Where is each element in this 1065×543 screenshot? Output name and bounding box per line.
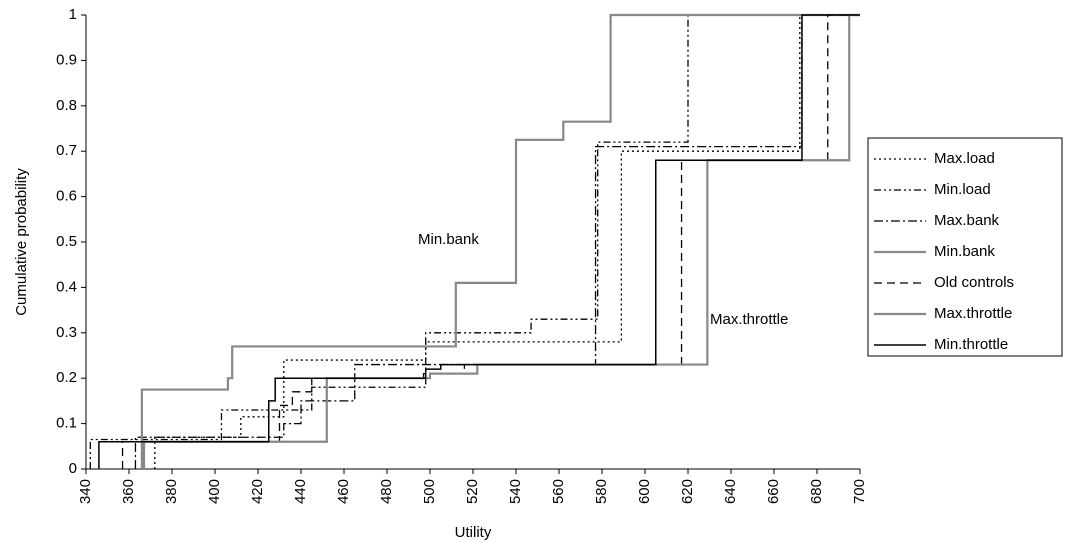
annotation: Min.bank: [418, 231, 479, 248]
x-tick-label: 500: [421, 479, 438, 504]
legend-label: Max.bank: [934, 212, 1000, 229]
y-tick-label: 1: [69, 6, 77, 23]
x-tick-label: 660: [765, 479, 782, 504]
y-tick-label: 0.7: [56, 142, 77, 159]
y-tick-label: 0: [69, 460, 77, 477]
series-line: [98, 14, 860, 469]
y-tick-label: 0.2: [56, 369, 77, 386]
series-line: [89, 14, 860, 469]
series-line: [134, 14, 860, 469]
y-tick-label: 0.1: [56, 415, 77, 432]
x-tick-label: 700: [851, 479, 868, 504]
legend-label: Max.throttle: [934, 305, 1012, 322]
series-line: [121, 14, 860, 469]
x-tick-label: 360: [120, 479, 137, 504]
x-tick-label: 680: [808, 479, 825, 504]
x-tick-label: 420: [249, 479, 266, 504]
legend-label: Min.bank: [934, 243, 995, 260]
y-tick-label: 0.8: [56, 97, 77, 114]
series-line: [142, 13, 860, 469]
x-tick-label: 400: [206, 479, 223, 504]
y-tick-label: 0.5: [56, 233, 77, 250]
x-tick-label: 560: [550, 479, 567, 504]
x-tick-label: 440: [292, 479, 309, 504]
x-axis-label: Utility: [455, 524, 492, 541]
legend-label: Min.load: [934, 181, 991, 198]
y-tick-label: 0.6: [56, 188, 77, 205]
legend-box: [867, 137, 1063, 357]
x-tick-label: 540: [507, 479, 524, 504]
x-tick-label: 460: [335, 479, 352, 504]
series-line: [140, 13, 860, 469]
x-tick-label: 340: [77, 479, 94, 504]
legend-label: Old controls: [934, 274, 1014, 291]
x-tick-label: 620: [679, 479, 696, 504]
series-line: [154, 14, 860, 469]
y-axis-label: Cumulative probability: [13, 168, 30, 316]
legend-label: Max.load: [934, 150, 995, 167]
x-tick-label: 480: [378, 479, 395, 504]
x-tick-label: 520: [464, 479, 481, 504]
x-tick-label: 600: [636, 479, 653, 504]
annotation: Max.throttle: [710, 311, 788, 328]
y-tick-label: 0.4: [56, 278, 77, 295]
y-tick-label: 0.3: [56, 324, 77, 341]
y-tick-label: 0.9: [56, 51, 77, 68]
x-tick-label: 640: [722, 479, 739, 504]
legend-label: Min.throttle: [934, 336, 1008, 353]
x-tick-label: 580: [593, 479, 610, 504]
x-tick-label: 380: [163, 479, 180, 504]
